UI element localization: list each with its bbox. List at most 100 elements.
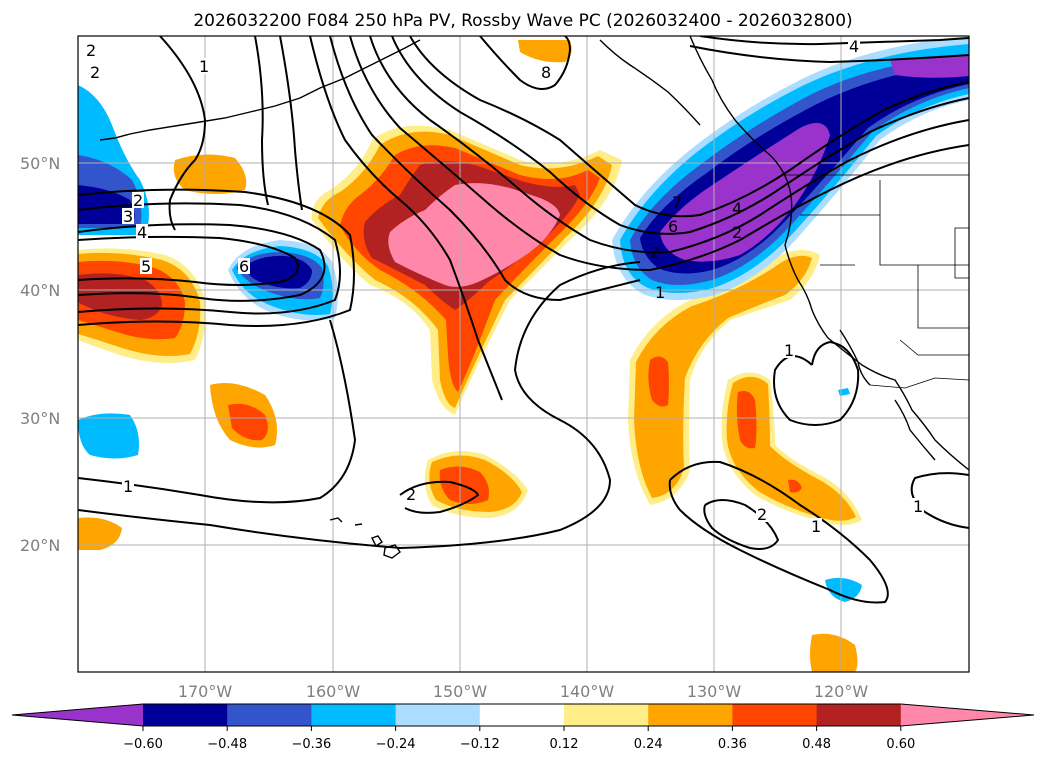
- lon-label: 160°W: [306, 682, 361, 701]
- negative-anomaly-northwest: [78, 185, 135, 224]
- positive-anomaly-blob: [78, 517, 122, 550]
- colorbar-segment: [816, 704, 902, 726]
- contour-label: 7: [672, 193, 682, 212]
- lon-label: 140°W: [560, 682, 615, 701]
- us-mexico-border: [869, 377, 969, 389]
- contour-label: 6: [239, 257, 249, 276]
- colorbar-segment: [564, 704, 649, 726]
- pv-contour: [668, 460, 889, 604]
- positive-anomaly-east: [736, 391, 757, 449]
- lat-label: 40°N: [20, 281, 60, 300]
- pv-contour: [479, 36, 572, 90]
- colorbar-tick-label: 0.12: [550, 737, 579, 752]
- lon-label: 130°W: [687, 682, 742, 701]
- contour-label: 2: [757, 505, 767, 524]
- colorbar-extend-left: [12, 704, 143, 726]
- pv-contour: [699, 36, 969, 46]
- positive-anomaly-east: [648, 356, 669, 407]
- contour-label: 1: [199, 57, 209, 76]
- pv-contour: [910, 472, 969, 529]
- contour-label: 3: [123, 207, 133, 226]
- contour-label: 1: [811, 517, 821, 536]
- contour-label: 4: [137, 223, 147, 242]
- baja-coast: [839, 329, 936, 461]
- colorbar-segment: [395, 704, 481, 726]
- pv-contour: [309, 36, 503, 401]
- southeast-alaska-coast: [599, 39, 701, 126]
- pv-contour: [349, 36, 969, 272]
- positive-anomaly-blob: [518, 40, 572, 63]
- negative-anomaly-blob: [78, 413, 139, 459]
- colorbar-tick-label: −0.36: [291, 737, 331, 752]
- contour-label: 2: [133, 191, 143, 210]
- colorbar-tick-label: 0.24: [634, 737, 663, 752]
- pv-contour: [703, 499, 780, 550]
- colorbar-tick-label: −0.12: [460, 737, 500, 752]
- contour-label: 6: [668, 217, 678, 236]
- colorbar-tick-label: −0.24: [376, 737, 416, 752]
- contour-label: 2: [90, 63, 100, 82]
- pv-contour: [159, 36, 207, 231]
- pv-contour: [369, 36, 969, 254]
- contour-label: 1: [913, 497, 923, 516]
- pv-contour: [78, 235, 299, 286]
- colorbar-tick-label: −0.48: [207, 737, 247, 752]
- contour-label: 1: [784, 341, 794, 360]
- longitude-labels: 170°W 160°W 150°W 140°W 130°W 120°W: [178, 682, 869, 701]
- positive-anomaly-blob: [228, 403, 268, 441]
- colorbar-segment: [227, 704, 312, 726]
- positive-anomaly-east: [810, 633, 858, 672]
- pv-contour: [78, 261, 641, 550]
- gridlines: [78, 36, 969, 672]
- contour-label: 1: [655, 283, 665, 302]
- contour-label: 5: [141, 257, 151, 276]
- contour-label: 1: [123, 477, 133, 496]
- lon-label: 150°W: [433, 682, 488, 701]
- pv-contour: [254, 36, 269, 206]
- colorbar-tick-label: 0.36: [718, 737, 747, 752]
- contour-label: 2: [650, 243, 660, 262]
- positive-anomaly-east: [726, 376, 856, 521]
- contour-label: 4: [732, 199, 742, 218]
- pv-contour: [773, 340, 860, 426]
- pv-contour: [279, 36, 303, 211]
- pv-contour: [78, 188, 355, 327]
- contour-label: 2: [732, 223, 742, 242]
- pv-contour: [391, 36, 969, 235]
- positive-anomaly-blob: [173, 154, 247, 194]
- north-america-coast: [689, 36, 969, 471]
- pv-contour: [409, 36, 969, 218]
- contour-label: 2: [86, 41, 96, 60]
- lon-label: 170°W: [178, 682, 233, 701]
- colorbar-segment: [143, 704, 228, 726]
- map-panel: 2 2 1 8 4 2 3 4 5 6 1 2 6 4 7 2 1: [78, 36, 969, 672]
- pv-contour: [78, 202, 341, 315]
- figure-title: 2026032200 F084 250 hPa PV, Rossby Wave …: [193, 11, 852, 31]
- contour-label: 4: [849, 37, 859, 56]
- lat-label: 50°N: [20, 154, 60, 173]
- lat-label: 20°N: [20, 536, 60, 555]
- contour-label: 8: [541, 63, 551, 82]
- pv-contour: [78, 319, 357, 504]
- pv-contours: [78, 36, 969, 604]
- lon-label: 120°W: [814, 682, 869, 701]
- negative-anomaly-blob: [245, 255, 312, 289]
- pv-contour: [399, 480, 480, 514]
- colorbar-tick-label: −0.60: [123, 737, 163, 752]
- colorbar-segment: [479, 704, 565, 726]
- pv-contour: [329, 36, 641, 302]
- colorbar-tick-label: 0.60: [886, 737, 915, 752]
- negative-anomaly-blob: [825, 577, 862, 602]
- colorbar-tick-label: 0.48: [802, 737, 831, 752]
- map-frame: [77, 35, 970, 673]
- positive-anomaly-east: [634, 255, 812, 498]
- latitude-labels: 50°N 40°N 30°N 20°N: [20, 154, 60, 555]
- pv-contour: [78, 223, 326, 302]
- colorbar-segment: [648, 704, 733, 726]
- colorbar-segment: [732, 704, 818, 726]
- colorbar-segment: [311, 704, 397, 726]
- positive-anomaly-east: [788, 479, 802, 493]
- contour-label: 2: [406, 485, 416, 504]
- pv-shading: [78, 36, 969, 672]
